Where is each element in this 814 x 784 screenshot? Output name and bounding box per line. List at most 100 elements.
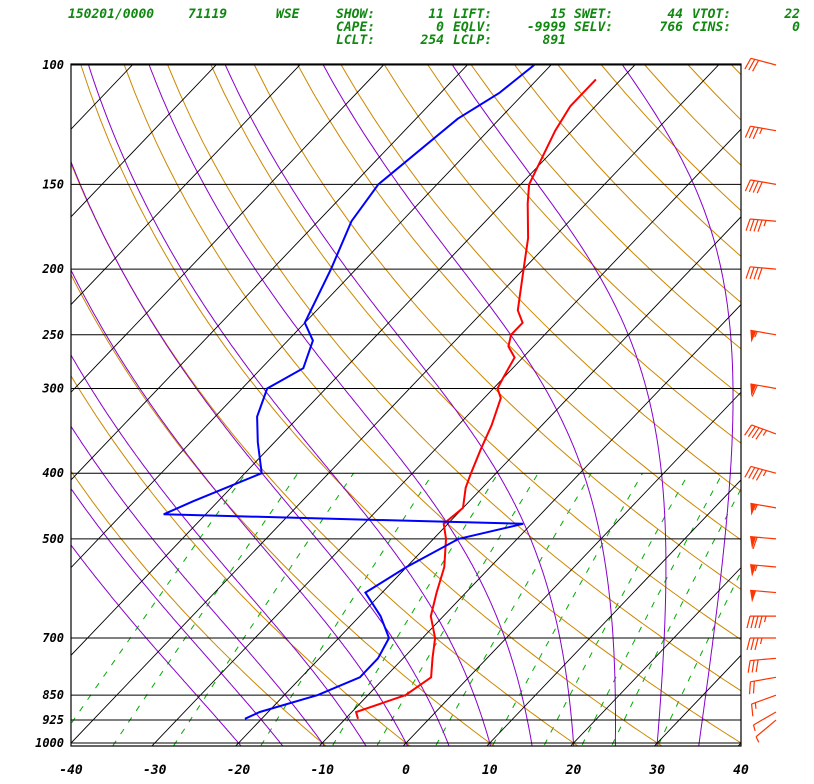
temperature-tick-label: -20 bbox=[227, 763, 251, 778]
moist-adiabat bbox=[71, 544, 242, 746]
plot-frame bbox=[70, 63, 742, 747]
field-cape-value: 0 bbox=[436, 20, 444, 35]
temperature-trace bbox=[354, 78, 597, 720]
isotherms bbox=[71, 64, 741, 746]
field-swet-value: 44 bbox=[667, 7, 683, 22]
field-vtot-label: VTOT: bbox=[692, 7, 731, 22]
header: 150201/0000 71119 WSE SHOW: 11 LIFT: 15 … bbox=[68, 7, 800, 48]
dry-adiabat bbox=[210, 64, 741, 641]
pressure-tick-label: 700 bbox=[42, 631, 64, 645]
moist-adiabat bbox=[451, 64, 667, 746]
mixing-ratio-line bbox=[331, 472, 499, 746]
header-station-time: 150201/0000 bbox=[68, 7, 154, 22]
pressure-tick-label: 1000 bbox=[35, 736, 64, 750]
pressure-tick-label: 200 bbox=[41, 262, 64, 276]
wind-barb bbox=[744, 424, 777, 440]
wind-barb bbox=[746, 637, 776, 651]
wind-barb bbox=[750, 502, 777, 516]
field-lclp-value: 891 bbox=[543, 33, 566, 48]
temperature-tick-label: 20 bbox=[565, 763, 582, 778]
pressure-tick-label: 300 bbox=[41, 381, 64, 395]
isobars bbox=[71, 64, 741, 744]
dry-adiabat bbox=[123, 64, 741, 744]
isotherm bbox=[71, 64, 469, 481]
moist-adiabat bbox=[148, 64, 533, 746]
dry-adiabats bbox=[71, 64, 814, 757]
header-station-code: WSE bbox=[276, 7, 300, 22]
temperature-tick-label: 40 bbox=[733, 763, 749, 778]
dry-adiabat bbox=[687, 64, 741, 121]
wind-barb bbox=[746, 615, 776, 629]
moist-adiabat bbox=[87, 64, 492, 746]
mixing-ratio-line bbox=[172, 472, 355, 746]
pressure-tick-label: 925 bbox=[42, 713, 64, 727]
wind-barb bbox=[752, 711, 777, 732]
dry-adiabat bbox=[384, 64, 741, 444]
field-show-value: 11 bbox=[428, 7, 444, 22]
field-vtot-value: 22 bbox=[783, 7, 800, 22]
mixing-ratio-line bbox=[580, 472, 723, 746]
temperature-tick-labels: -40 -30 -20 -10 0 10 20 30 40 bbox=[59, 763, 749, 778]
isotherm bbox=[486, 479, 741, 746]
dry-adiabat bbox=[775, 65, 814, 757]
sounding-traces bbox=[163, 64, 597, 720]
pressure-tick-label: 850 bbox=[42, 688, 64, 702]
mixing-ratio-line bbox=[611, 487, 741, 746]
dry-adiabat bbox=[71, 470, 327, 746]
pressure-tick-label: 250 bbox=[41, 328, 64, 342]
field-selv-value: 766 bbox=[660, 20, 684, 35]
dry-adiabat bbox=[514, 64, 741, 304]
wind-barb bbox=[744, 465, 777, 481]
moist-adiabat bbox=[71, 487, 284, 746]
isotherm bbox=[71, 64, 218, 218]
dry-adiabat bbox=[167, 64, 741, 692]
pressure-tick-labels: 100 150 200 250 300 400 500 700 850 925 1000 bbox=[35, 58, 64, 750]
mixing-ratio-line bbox=[260, 472, 434, 746]
isotherm bbox=[71, 64, 386, 393]
temperature-tick-label: 30 bbox=[648, 763, 665, 778]
wind-barb bbox=[750, 383, 777, 397]
field-cins-label: CINS: bbox=[692, 20, 731, 35]
isotherm bbox=[71, 64, 134, 130]
pressure-tick-label: 400 bbox=[42, 466, 64, 480]
field-selv-label: SELV: bbox=[574, 20, 613, 35]
wind-barb bbox=[750, 694, 777, 717]
wind-barb bbox=[744, 57, 777, 72]
wind-barbs bbox=[744, 57, 777, 743]
isotherm bbox=[318, 303, 741, 746]
dry-adiabat bbox=[731, 64, 741, 76]
field-lift-label: LIFT: bbox=[453, 7, 492, 22]
field-cins-value: 0 bbox=[792, 20, 800, 35]
isotherm bbox=[653, 654, 741, 746]
field-lift-value: 15 bbox=[550, 7, 566, 22]
isotherm bbox=[151, 128, 741, 746]
isotherm bbox=[71, 64, 553, 569]
pressure-tick-label: 500 bbox=[42, 532, 64, 546]
pressure-tick-label: 100 bbox=[42, 58, 64, 72]
moist-adiabat bbox=[621, 64, 734, 746]
temperature-tick-label: -10 bbox=[311, 763, 335, 778]
dry-adiabat bbox=[340, 64, 741, 492]
field-show-label: SHOW: bbox=[336, 7, 375, 22]
dry-adiabat bbox=[470, 64, 741, 350]
dry-adiabat bbox=[80, 64, 663, 746]
dry-adiabat bbox=[71, 273, 495, 746]
wind-barb bbox=[745, 218, 777, 232]
pressure-tick-label: 150 bbox=[42, 177, 64, 191]
wind-barb bbox=[750, 536, 777, 550]
dry-adiabat bbox=[253, 64, 741, 590]
temperature-tick-label: 10 bbox=[482, 763, 498, 778]
moist-adiabats bbox=[71, 64, 734, 746]
mixing-ratio-line bbox=[543, 472, 690, 746]
mixing-ratio-lines bbox=[71, 472, 741, 746]
temperature-tick-label: -30 bbox=[143, 763, 167, 778]
dewpoint-trace bbox=[163, 64, 535, 720]
moist-adiabat bbox=[224, 64, 575, 746]
wind-barb bbox=[755, 719, 777, 743]
wind-barb bbox=[745, 266, 777, 280]
dry-adiabat bbox=[427, 64, 741, 397]
wind-barb bbox=[747, 657, 777, 673]
moist-adiabat bbox=[71, 160, 450, 746]
wind-barb bbox=[750, 589, 777, 603]
wind-barb bbox=[750, 329, 777, 343]
